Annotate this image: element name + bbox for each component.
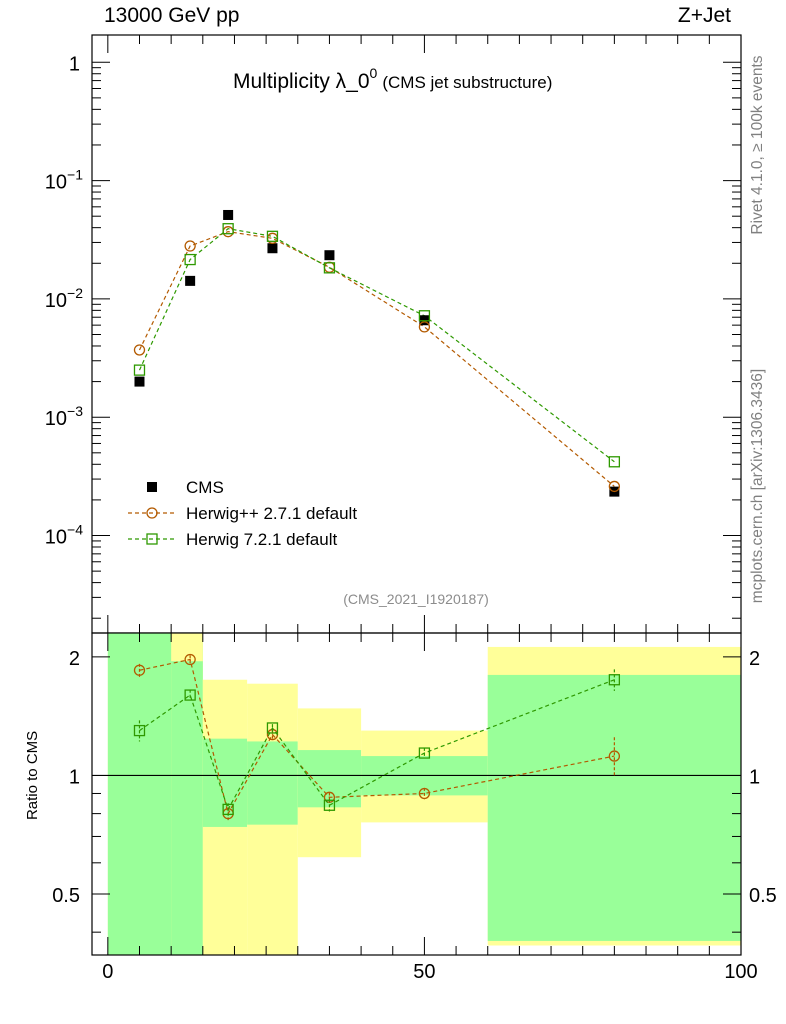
data-point-cms [267, 243, 278, 254]
ratio-point-herwig7 [222, 803, 234, 816]
data-point-herwig7 [184, 253, 196, 266]
ratio-panel: 2 2 1 1 0.5 0.5 Ratio to CMS 0 50 100 [24, 632, 777, 983]
ratio-point-herwigpp [608, 750, 621, 762]
ratio-point-herwigpp [133, 664, 146, 676]
data-point-cms [185, 275, 196, 286]
ratio-point-herwigpp [418, 787, 431, 800]
data-point-herwig7 [323, 262, 336, 274]
process-label: Z+Jet [677, 4, 731, 27]
data-point-herwig7 [608, 456, 621, 468]
ratio-tick-label-right: 0.5 [749, 885, 777, 907]
data-point-herwigpp [608, 480, 621, 493]
data-point-herwig7 [418, 310, 431, 322]
ratio-point-herwig7 [323, 799, 336, 811]
ratio-band-green [202, 738, 248, 827]
data-point-herwigpp [184, 240, 196, 252]
ratio-tick-label-right: 2 [749, 648, 760, 670]
x-tick-label: 0 [102, 961, 113, 983]
ratio-tick-label: 0.5 [52, 885, 80, 907]
y-tick-label: 10−2 [45, 285, 83, 312]
ratio-axis-label: Ratio to CMS [24, 731, 41, 820]
data-point-cms [223, 209, 234, 220]
legend-label-herwigpp: Herwig++ 2.7.1 default [186, 504, 357, 523]
analysis-id: (CMS_2021_I1920187) [343, 591, 489, 607]
data-point-cms [324, 250, 335, 261]
data-point-herwig7 [133, 364, 146, 376]
legend-marker-herwig7 [146, 533, 158, 545]
chart-title: Multiplicity λ_00 (CMS jet substructure) [233, 65, 552, 93]
ratio-tick-label: 2 [69, 648, 80, 670]
ratio-point-herwigpp [323, 791, 336, 803]
x-tick-label: 50 [413, 961, 435, 983]
ratio-band-green [247, 741, 298, 825]
ratio-point-herwig7 [608, 674, 621, 686]
data-point-herwigpp [133, 344, 146, 356]
ratio-point-herwig7 [184, 689, 196, 701]
data-point-herwig7 [222, 223, 234, 235]
data-point-cms [134, 376, 145, 387]
ratio-point-herwig7 [133, 724, 146, 737]
legend-marker-cms [147, 482, 157, 492]
ratio-point-herwig7 [266, 722, 279, 734]
x-tick-label: 100 [724, 961, 757, 983]
ratio-point-herwig7 [418, 747, 431, 759]
series-line-herwigpp [138, 231, 615, 487]
ratio-band-green [171, 661, 203, 955]
ratio-tick-label-right: 1 [749, 766, 760, 788]
legend-label-herwig7: Herwig 7.2.1 default [186, 530, 337, 549]
rivet-label: Rivet 4.1.0, ≥ 100k events [749, 55, 766, 234]
energy-label: 13000 GeV pp [104, 4, 240, 27]
ratio-line-herwigpp [139, 658, 615, 816]
data-point-herwigpp [418, 321, 431, 333]
ratio-band-green [487, 674, 741, 941]
y-tick-label: 1 [69, 53, 80, 75]
data-point-herwig7 [266, 230, 279, 242]
legend-label-cms: CMS [186, 478, 224, 497]
ratio-point-herwigpp [184, 653, 196, 666]
lower-frame [91, 632, 742, 956]
ratio-tick-label: 1 [69, 766, 80, 788]
legend-marker-herwigpp [146, 507, 158, 519]
mcplots-label: mcplots.cern.ch [arXiv:1306.3436] [749, 369, 766, 603]
